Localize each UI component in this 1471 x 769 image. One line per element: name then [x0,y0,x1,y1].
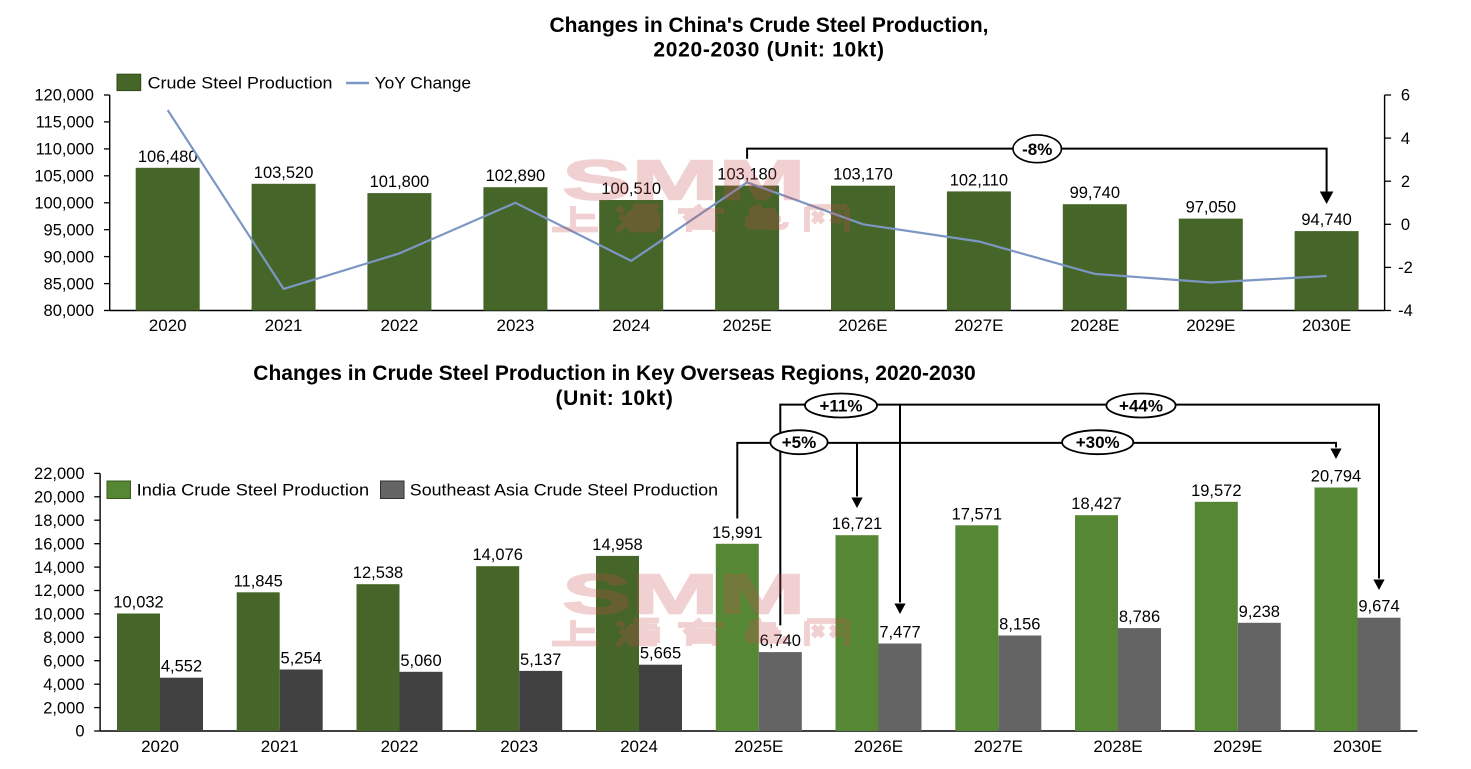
svg-text:103,170: 103,170 [833,166,893,184]
svg-text:102,890: 102,890 [486,167,546,185]
svg-text:2025E: 2025E [723,316,772,335]
svg-text:95,000: 95,000 [44,221,94,239]
svg-text:7,477: 7,477 [879,624,920,642]
svg-text:5,665: 5,665 [640,645,681,663]
svg-text:-2: -2 [1398,259,1413,277]
svg-text:2030E: 2030E [1333,737,1382,756]
svg-text:2022: 2022 [381,737,419,756]
svg-text:16,721: 16,721 [832,515,882,533]
svg-text:10,032: 10,032 [113,594,163,612]
svg-text:2030E: 2030E [1302,316,1351,335]
svg-text:90,000: 90,000 [44,248,94,266]
svg-text:17,571: 17,571 [952,505,1002,523]
svg-text:101,800: 101,800 [370,173,430,191]
svg-text:2024: 2024 [620,737,658,756]
svg-text:2029E: 2029E [1213,737,1262,756]
svg-text:0: 0 [1401,216,1410,234]
svg-text:0: 0 [75,723,84,741]
svg-text:2027E: 2027E [974,737,1023,756]
svg-text:2027E: 2027E [954,316,1003,335]
svg-text:6,000: 6,000 [43,652,84,670]
svg-text:115,000: 115,000 [36,114,94,132]
svg-text:6: 6 [1401,87,1410,105]
svg-text:18,000: 18,000 [34,512,84,530]
svg-text:105,000: 105,000 [34,168,94,186]
svg-text:2029E: 2029E [1186,316,1235,335]
svg-text:18,427: 18,427 [1071,495,1121,513]
svg-text:2020: 2020 [149,316,187,335]
svg-text:9,238: 9,238 [1239,603,1280,621]
svg-text:99,740: 99,740 [1070,184,1120,202]
svg-text:100,000: 100,000 [34,194,94,212]
svg-text:5,137: 5,137 [520,651,561,669]
svg-text:97,050: 97,050 [1186,199,1236,217]
svg-text:2023: 2023 [496,316,534,335]
svg-text:2020: 2020 [141,737,179,756]
svg-text:14,958: 14,958 [592,536,642,554]
svg-text:12,000: 12,000 [34,582,84,600]
svg-text:2024: 2024 [612,316,650,335]
svg-text:94,740: 94,740 [1301,211,1351,229]
svg-text:+11%: +11% [819,397,862,416]
svg-text:9,674: 9,674 [1358,598,1399,616]
svg-text:15,991: 15,991 [712,524,762,542]
svg-text:+30%: +30% [1076,433,1120,452]
svg-text:-8%: -8% [1022,140,1052,159]
svg-text:5,254: 5,254 [281,650,322,668]
svg-text:20,794: 20,794 [1311,468,1361,486]
svg-text:10,000: 10,000 [34,606,84,624]
svg-text:14,076: 14,076 [472,546,522,564]
svg-text:12,538: 12,538 [353,564,403,582]
svg-text:2028E: 2028E [1070,316,1119,335]
svg-text:22,000: 22,000 [34,465,84,483]
svg-text:2026E: 2026E [838,316,887,335]
svg-text:4,000: 4,000 [43,676,84,694]
svg-text:120,000: 120,000 [34,87,94,105]
svg-text:80,000: 80,000 [44,302,94,320]
svg-text:Changes in Crude Steel Product: Changes in Crude Steel Production in Key… [253,362,975,385]
svg-text:106,480: 106,480 [138,148,198,166]
svg-text:8,156: 8,156 [999,616,1040,634]
svg-text:2028E: 2028E [1093,737,1142,756]
svg-text:2025E: 2025E [734,737,783,756]
svg-text:19,572: 19,572 [1191,482,1241,500]
svg-text:Southeast Asia Crude Steel Pro: Southeast Asia Crude Steel Production [410,482,718,500]
svg-text:103,520: 103,520 [254,164,314,182]
svg-text:4: 4 [1401,130,1410,148]
svg-text:85,000: 85,000 [44,275,94,293]
svg-text:14,000: 14,000 [34,559,84,577]
svg-text:2021: 2021 [265,316,303,335]
svg-text:2022: 2022 [380,316,418,335]
svg-text:2026E: 2026E [854,737,903,756]
svg-text:2,000: 2,000 [43,699,84,717]
svg-text:(Unit: 10kt): (Unit: 10kt) [555,387,673,410]
svg-text:102,110: 102,110 [950,171,1008,189]
svg-text:8,786: 8,786 [1119,608,1160,626]
svg-text:2023: 2023 [500,737,538,756]
svg-text:2: 2 [1401,173,1410,191]
svg-text:4,552: 4,552 [161,658,202,676]
svg-text:2021: 2021 [261,737,299,756]
svg-text:110,000: 110,000 [36,141,94,159]
svg-text:India Crude Steel Production: India Crude Steel Production [137,482,369,500]
svg-text:-4: -4 [1398,302,1413,320]
svg-text:+5%: +5% [782,433,817,452]
svg-text:16,000: 16,000 [34,535,84,553]
svg-text:11,845: 11,845 [234,572,283,590]
svg-text:5,060: 5,060 [400,652,441,670]
svg-text:Changes in China's Crude Steel: Changes in China's Crude Steel Productio… [549,14,988,37]
svg-text:Crude Steel Production: Crude Steel Production [148,75,333,93]
svg-text:20,000: 20,000 [34,489,84,507]
svg-text:+44%: +44% [1119,397,1163,416]
svg-text:8,000: 8,000 [43,629,84,647]
svg-text:YoY Change: YoY Change [375,75,472,93]
svg-text:2020-2030 (Unit: 10kt): 2020-2030 (Unit: 10kt) [653,39,884,62]
